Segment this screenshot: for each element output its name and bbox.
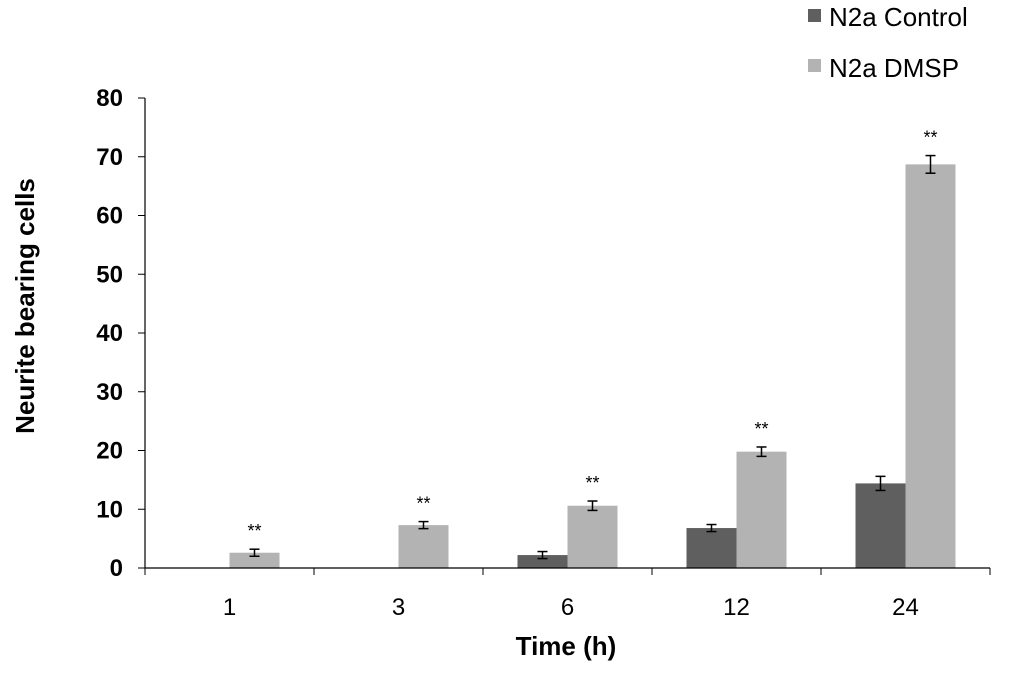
y-tick-label: 0: [110, 555, 123, 582]
bar-n2a-dmsp: [905, 164, 956, 568]
axes: [144, 98, 990, 569]
bar-n2a-control: [686, 528, 737, 568]
x-tick-label: 12: [723, 594, 750, 621]
y-tick-label: 70: [96, 144, 123, 171]
legend-label-n2a-control: N2a Control: [829, 2, 968, 32]
bar-n2a-dmsp: [567, 505, 618, 568]
significance-label: **: [754, 419, 768, 439]
significance-label: **: [923, 128, 937, 148]
x-axis-title: Time (h): [516, 631, 617, 661]
significance-label: **: [416, 494, 430, 514]
x-tick-label: 24: [892, 594, 919, 621]
y-tick-label: 30: [96, 379, 123, 406]
y-tick-label: 50: [96, 261, 123, 288]
bar-n2a-dmsp: [736, 451, 787, 568]
x-tick-label: 6: [561, 594, 574, 621]
bar-n2a-dmsp: [229, 552, 280, 568]
legend-swatch-n2a-dmsp: [808, 59, 821, 72]
y-tick-label: 40: [96, 320, 123, 347]
significance-label: **: [247, 521, 261, 541]
y-tick-label: 20: [96, 438, 123, 465]
x-tick-label: 1: [223, 594, 236, 621]
y-tick-label: 80: [96, 85, 123, 112]
legend-swatch-n2a-control: [808, 9, 821, 22]
legend-label-n2a-dmsp: N2a DMSP: [829, 53, 959, 83]
y-axis-ticks: 0 10 20 30 40 50 60 70 80: [96, 85, 145, 582]
bars: ** ** ** ** **: [229, 128, 956, 568]
y-tick-label: 10: [96, 496, 123, 523]
bar-n2a-control: [517, 555, 568, 568]
y-axis-title: Neurite bearing cells: [10, 178, 40, 434]
bar-n2a-control: [855, 483, 906, 568]
legend: N2a Control N2a DMSP: [808, 2, 968, 83]
significance-label: **: [585, 473, 599, 493]
x-axis-ticks: 1 3 6 12 24: [144, 568, 991, 621]
bar-n2a-dmsp: [398, 525, 449, 568]
y-tick-label: 60: [96, 203, 123, 230]
x-tick-label: 3: [392, 594, 405, 621]
